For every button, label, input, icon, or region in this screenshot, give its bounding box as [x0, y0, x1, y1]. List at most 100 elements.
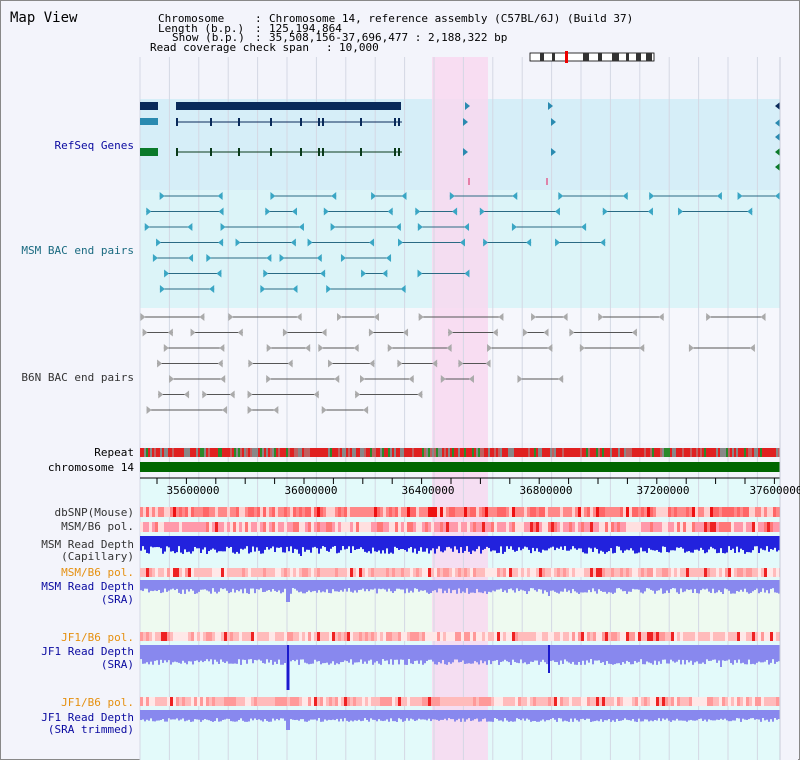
- read-depth-bar: [248, 580, 250, 594]
- read-depth-spike: [548, 645, 550, 673]
- read-depth-bar: [666, 536, 668, 553]
- repeat-element: [722, 448, 724, 457]
- polymorphism-cell: [665, 522, 668, 532]
- repeat-element: [234, 448, 236, 457]
- read-depth-bar: [598, 710, 600, 722]
- read-depth-bar: [672, 536, 674, 551]
- track-label-jf1-depth-sra: JF1 Read Depth: [41, 645, 134, 658]
- polymorphism-cell: [200, 632, 203, 641]
- bac-end-arrow: [184, 390, 190, 399]
- read-depth-bar: [192, 536, 194, 552]
- read-depth-bar: [392, 710, 394, 722]
- polymorphism-cell: [179, 507, 182, 517]
- repeat-element: [708, 448, 710, 457]
- read-depth-bar: [206, 710, 208, 720]
- read-depth-bar: [656, 580, 658, 591]
- bac-end-arrow: [452, 207, 458, 216]
- polymorphism-cell: [236, 568, 239, 577]
- read-depth-bar: [332, 710, 334, 720]
- polymorphism-cell: [614, 522, 617, 532]
- polymorphism-cell: [398, 697, 401, 706]
- polymorphism-cell: [536, 507, 539, 517]
- read-depth-bar: [720, 580, 722, 593]
- repeat-element: [728, 448, 730, 457]
- read-depth-bar: [410, 645, 412, 664]
- polymorphism-cell: [656, 632, 659, 641]
- read-depth-bar: [364, 645, 366, 662]
- read-depth-bar: [334, 710, 336, 721]
- bac-end-arrow: [290, 238, 296, 247]
- polymorphism-cell: [638, 697, 641, 706]
- read-depth-bar: [354, 536, 356, 551]
- read-depth-bar: [152, 645, 154, 665]
- read-depth-bar: [432, 580, 434, 591]
- polymorphism-cell: [566, 632, 569, 641]
- read-depth-bar: [320, 580, 322, 593]
- read-depth-bar: [384, 710, 386, 721]
- polymorphism-cell: [215, 697, 218, 706]
- read-depth-bar: [344, 580, 346, 589]
- repeat-element: [652, 448, 654, 457]
- repeat-element: [290, 448, 292, 457]
- polymorphism-cell: [497, 632, 500, 641]
- repeat-element: [428, 448, 430, 457]
- repeat-element: [384, 448, 386, 457]
- read-depth-bar: [756, 710, 758, 720]
- polymorphism-cell: [515, 632, 518, 641]
- polymorphism-cell: [725, 568, 728, 577]
- polymorphism-cell: [749, 507, 752, 517]
- polymorphism-cell: [413, 632, 416, 641]
- polymorphism-cell: [560, 522, 563, 532]
- polymorphism-cell: [398, 568, 401, 577]
- repeat-element: [710, 448, 712, 457]
- read-depth-bar: [452, 536, 454, 552]
- read-depth-bar: [490, 645, 492, 665]
- polymorphism-cell: [197, 632, 200, 641]
- repeat-element: [430, 448, 432, 457]
- read-depth-bar: [344, 536, 346, 550]
- repeat-element: [616, 448, 618, 457]
- read-depth-bar: [494, 580, 496, 592]
- polymorphism-cell: [224, 522, 227, 532]
- repeat-element: [470, 448, 472, 457]
- repeat-element: [578, 448, 580, 457]
- polymorphism-cell: [377, 568, 380, 577]
- bac-end-arrow: [152, 254, 158, 262]
- read-depth-bar: [444, 710, 446, 719]
- repeat-element: [714, 448, 716, 457]
- read-depth-bar: [578, 710, 580, 722]
- bac-end-arrow: [167, 328, 173, 337]
- read-depth-bar: [196, 710, 198, 720]
- polymorphism-cell: [692, 632, 695, 641]
- polymorphism-cell: [476, 632, 479, 641]
- read-depth-bar: [324, 710, 326, 720]
- read-depth-bar: [312, 710, 314, 720]
- polymorphism-cell: [362, 507, 365, 517]
- polymorphism-cell: [218, 522, 221, 532]
- polymorphism-cell: [419, 697, 422, 706]
- polymorphism-cell: [398, 522, 401, 532]
- polymorphism-cell: [140, 568, 143, 577]
- polymorphism-cell: [434, 507, 437, 517]
- read-depth-bar: [472, 645, 474, 664]
- bac-end-arrow: [760, 313, 766, 321]
- polymorphism-cell: [494, 632, 497, 641]
- polymorphism-cell: [683, 697, 686, 706]
- read-depth-bar: [728, 710, 730, 722]
- polymorphism-cell: [599, 697, 602, 706]
- bac-end-arrow: [400, 285, 406, 293]
- read-depth-bar: [330, 645, 332, 664]
- polymorphism-cell: [446, 568, 449, 577]
- polymorphism-cell: [641, 632, 644, 641]
- repeat-element: [518, 448, 520, 457]
- polymorphism-cell: [560, 632, 563, 641]
- read-depth-bar: [460, 710, 462, 722]
- read-depth-bar: [430, 645, 432, 660]
- polymorphism-cell: [680, 632, 683, 641]
- read-depth-bar: [394, 710, 396, 722]
- read-depth-bar: [264, 645, 266, 664]
- polymorphism-cell: [422, 522, 425, 532]
- read-depth-bar: [386, 536, 388, 549]
- repeat-element: [546, 448, 548, 457]
